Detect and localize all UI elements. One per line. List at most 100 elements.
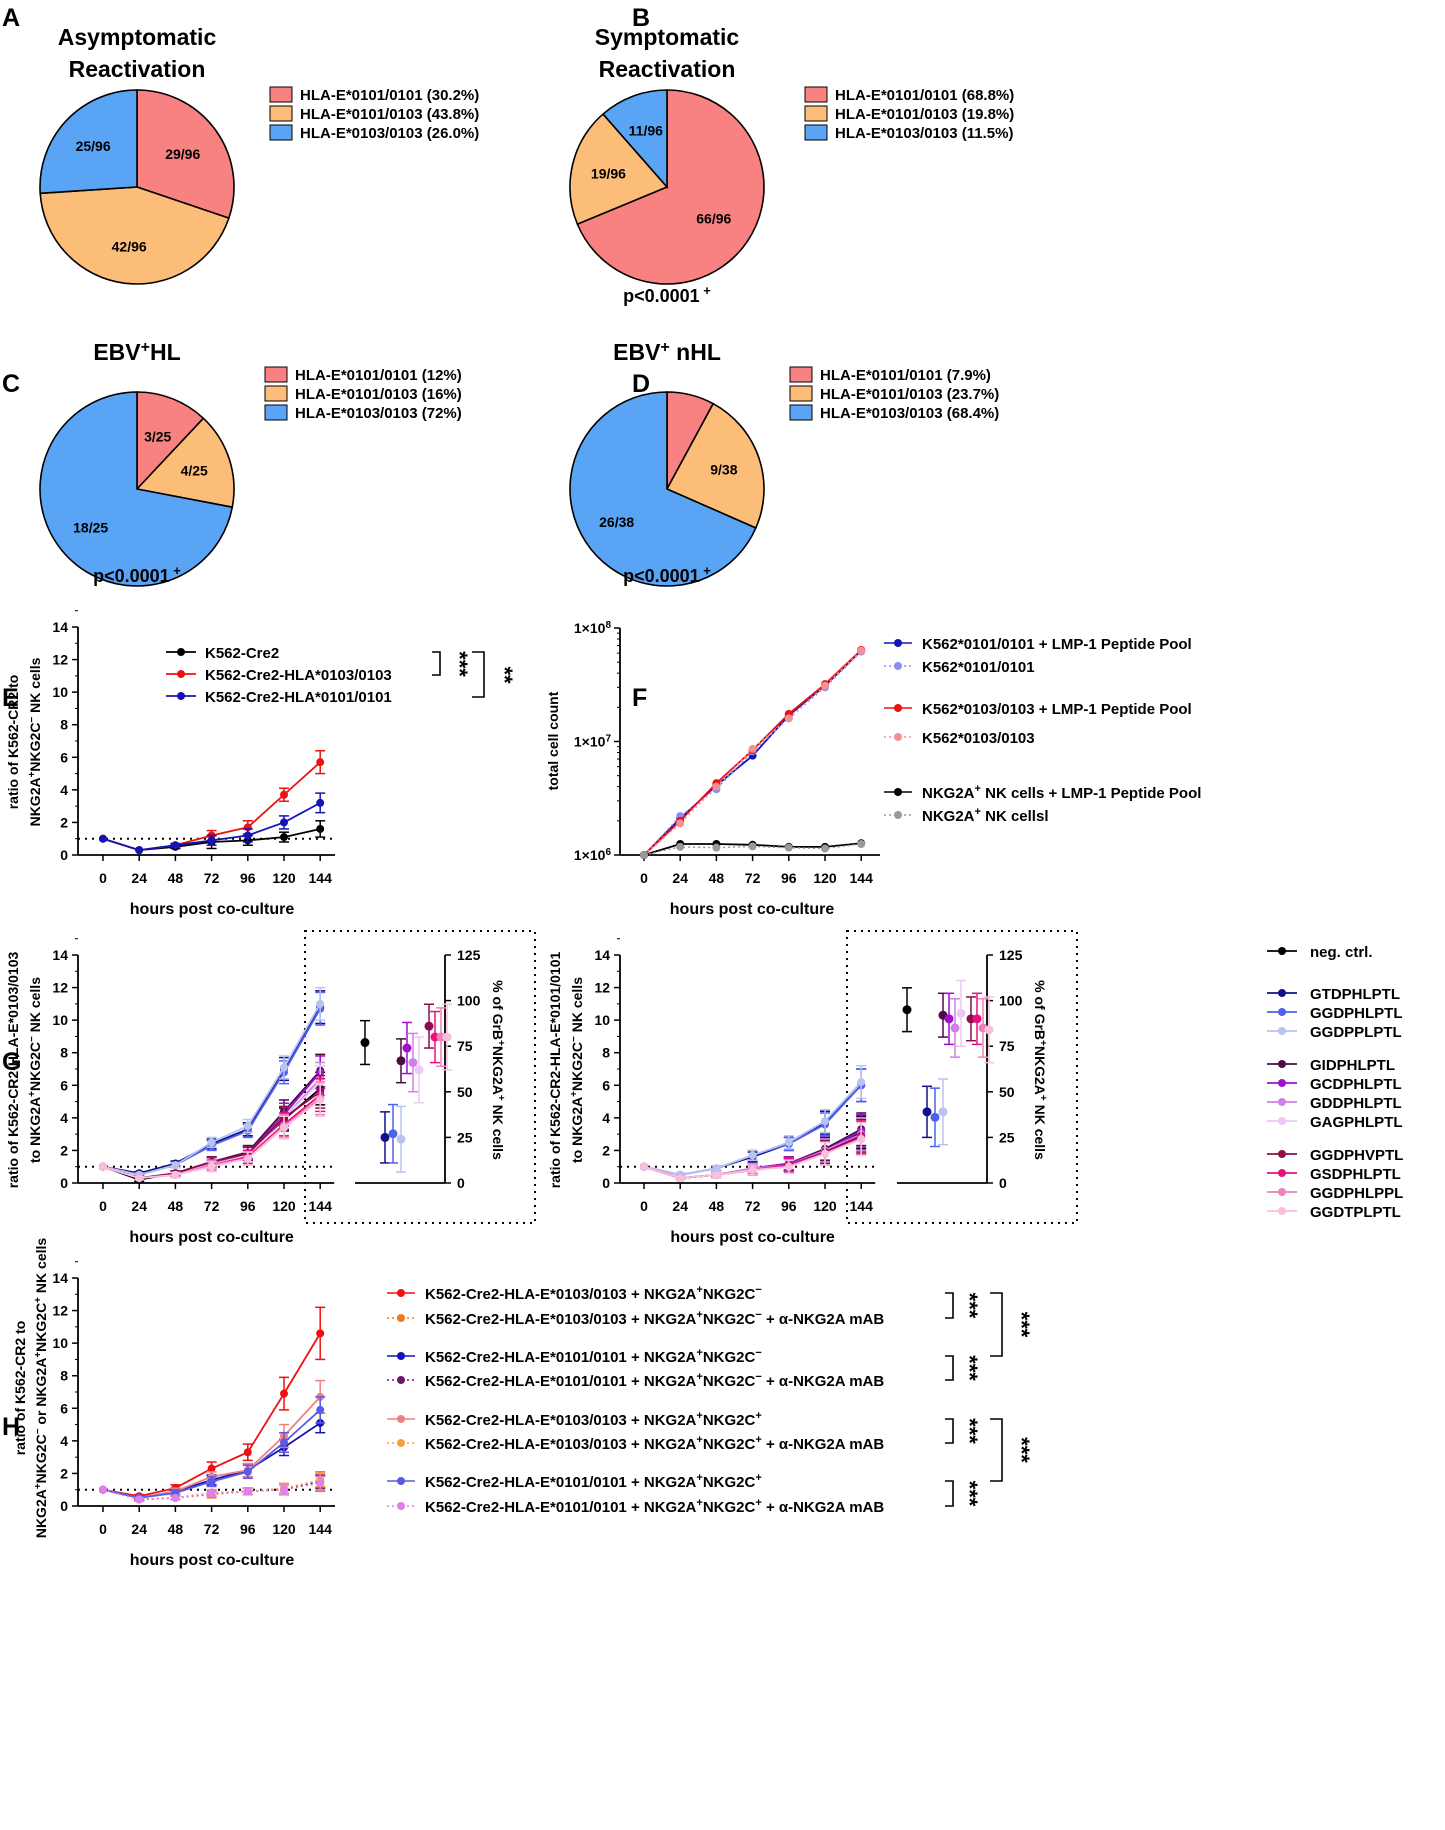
legend-marker	[894, 733, 902, 741]
x-axis-label: hours post co-culture	[670, 901, 835, 918]
legend-label: GGDPPLPTL	[1310, 1024, 1402, 1041]
pct-point	[396, 1134, 406, 1144]
pie-title: Asymptomatic	[58, 24, 217, 50]
series-3-point	[784, 714, 793, 723]
x-tick-label: 96	[240, 870, 256, 886]
pie-slice	[601, 89, 668, 190]
series-2-point	[207, 836, 216, 845]
pie-title: Symptomatic	[595, 24, 740, 50]
y-tick-label: 10	[52, 1335, 68, 1351]
series-3-point	[243, 1122, 252, 1130]
label-part: NKG2C	[27, 723, 43, 772]
label-part: +	[755, 1472, 761, 1484]
series-11-point	[316, 1095, 325, 1104]
y-tick-label: 6	[60, 749, 68, 765]
legend-label: HLA-E*0101/0101 (68.8%)	[835, 87, 1014, 104]
legend-swatch	[804, 86, 828, 103]
legend-swatch	[269, 86, 293, 103]
pct-point	[984, 1025, 994, 1035]
y-tick-label: 2	[60, 814, 68, 830]
label-part: +	[33, 1297, 44, 1303]
label-part: −	[27, 717, 38, 723]
legend-label: GSDPHLPTL	[1310, 1166, 1401, 1183]
label-part: K562-Cre2-HLA-E*0101/0101 + NKG2A	[425, 1499, 697, 1516]
series-2-point	[171, 841, 180, 850]
sig-bracket	[945, 1480, 954, 1507]
y2-tick-label: 125	[457, 947, 481, 963]
label-part: NKG2C	[703, 1286, 756, 1303]
sig-bracket	[945, 1355, 954, 1381]
label-part: +	[569, 1091, 580, 1097]
x-tick-label: 0	[640, 1198, 648, 1214]
series-11-point	[280, 1123, 288, 1132]
label-part: +	[755, 1434, 761, 1446]
legend-label: GAGPHLPTL	[1310, 1114, 1403, 1131]
pct-point	[414, 1065, 424, 1075]
pie-slice-label: 42/96	[112, 239, 147, 255]
pie-panel-b: 66/96 HLA-E*0101/0101 (68.8%) 19/96 HLA-E*0…	[569, 24, 1014, 307]
legend-marker	[1278, 1188, 1286, 1196]
legend-label: HLA-E*0101/0101 (12%)	[295, 367, 462, 384]
label-part: 1×10	[574, 847, 606, 863]
pct-point	[424, 1021, 434, 1031]
legend-label: K562-Cre2-HLA*0103/0103	[205, 667, 392, 684]
y-tick-label: 0	[60, 1498, 68, 1514]
label-part: NKG2C	[703, 1412, 756, 1429]
label-part: to NKG2A	[27, 1097, 43, 1163]
series-5-point	[821, 844, 829, 853]
legend-label: K562-Cre2-HLA-E*0103/0103 + NKG2A+NKG2C+…	[425, 1434, 884, 1453]
label-part: +	[33, 1352, 44, 1358]
y-tick-label: 14	[52, 619, 68, 635]
legend-marker	[397, 1502, 405, 1510]
label-part: NK cells	[569, 977, 585, 1036]
x-tick-label: 24	[131, 1198, 147, 1214]
label-part: NK cells + LMP-1 Peptide Pool	[981, 785, 1201, 802]
legend-label: GGDPHVPTL	[1310, 1147, 1403, 1164]
legend-marker	[397, 1376, 405, 1384]
label-part: 8	[605, 620, 611, 631]
y-tick-label: 6	[60, 1400, 68, 1416]
legend-marker	[177, 692, 185, 700]
label-part: −	[27, 1036, 38, 1042]
series-3-point	[171, 1161, 180, 1170]
pct-point	[944, 1014, 954, 1024]
legend-label: HLA-E*0103/0103 (72%)	[295, 405, 462, 422]
x-tick-label: 144	[309, 1198, 333, 1214]
x-tick-label: 72	[204, 1198, 220, 1214]
legend-marker	[397, 1477, 405, 1485]
series-5-point	[640, 851, 648, 859]
pie-slice-label: 4/25	[181, 462, 208, 478]
legend-label: HLA-E*0101/0103 (16%)	[295, 386, 462, 403]
pie-slice	[39, 391, 234, 587]
legend-label: GGDTPLPTL	[1310, 1204, 1401, 1221]
label-part: NKG2C	[33, 1303, 49, 1352]
label-part: ratio of K562-CR2 to	[12, 1321, 28, 1456]
label-part: +	[696, 1410, 702, 1422]
p-value: p<0.0001 +	[623, 283, 711, 307]
label-part: +	[27, 771, 38, 777]
series-11-point	[857, 1135, 866, 1144]
series-1-point	[316, 758, 325, 767]
legend-label: GIDPHLPTL	[1310, 1057, 1395, 1074]
label-part: K562-Cre2-HLA-E*0103/0103 + NKG2A	[425, 1436, 697, 1453]
series-3-point	[748, 1151, 757, 1160]
label-part: −	[755, 1309, 761, 1321]
series-3-point	[280, 1063, 288, 1072]
pie-panel-d: HLA-E*0101/0101 (7.9%) 9/38 HLA-E*0101/010…	[569, 339, 999, 587]
sig-stars: **	[492, 666, 517, 684]
legend-marker	[1278, 1150, 1286, 1158]
y-tick-label: 1×106	[574, 847, 612, 864]
y-tick-label: 0	[60, 847, 68, 863]
label-part: NK cellsl	[981, 808, 1049, 825]
legend-marker	[1278, 1117, 1286, 1125]
series-3-point	[857, 646, 866, 655]
label-part: +	[1038, 1095, 1049, 1101]
pie-slice	[39, 186, 230, 285]
label-part: NKG2C	[703, 1373, 756, 1390]
y-axis-label: NKG2A+NKG2C− NK cells	[27, 657, 44, 826]
label-part: or NKG2A	[33, 1358, 49, 1429]
legend-label: K562*0103/0103 + LMP-1 Peptide Pool	[922, 701, 1192, 718]
pie-slice-label: 66/96	[696, 210, 731, 226]
legend-marker	[894, 811, 902, 819]
